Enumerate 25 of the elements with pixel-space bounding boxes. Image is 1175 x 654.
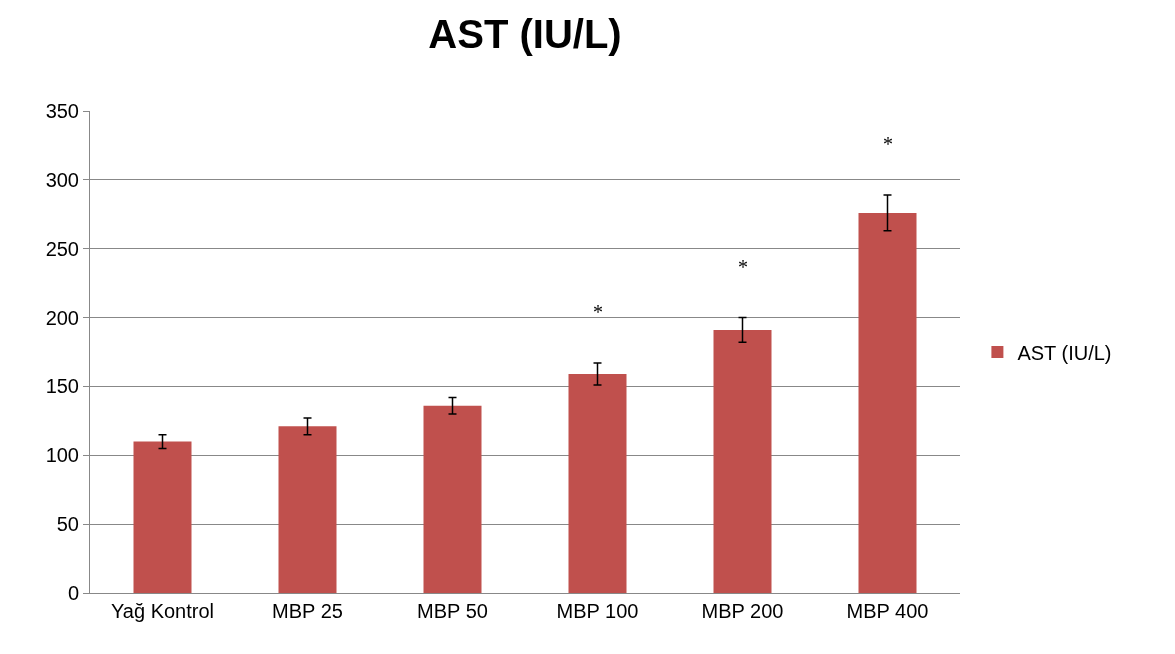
y-tick-label: 350 (45, 100, 79, 122)
chart-title: AST (IU/L) (428, 11, 622, 56)
y-tick-label: 200 (45, 306, 79, 329)
y-tick-label: 50 (56, 513, 79, 536)
legend-label: AST (IU/L) (1017, 341, 1112, 364)
bar (858, 212, 917, 593)
x-tick-label: MBP 400 (846, 600, 929, 622)
x-tick-label: Yağ Kontrol (110, 600, 215, 622)
x-tick-label: MBP 100 (556, 600, 639, 622)
y-tick-label: 300 (45, 168, 79, 191)
data-label: * (593, 301, 603, 323)
y-tick-label: 0 (67, 582, 79, 604)
bar (133, 441, 192, 593)
bar (423, 405, 482, 593)
x-tick-label: MBP 200 (701, 600, 784, 622)
bar (278, 426, 337, 593)
x-tick-label: MBP 50 (417, 600, 488, 622)
x-tick-label: MBP 25 (272, 600, 343, 622)
y-tick-label: 100 (45, 444, 79, 467)
data-label: * (883, 133, 893, 155)
y-tick-label: 150 (45, 375, 79, 398)
bar (568, 374, 627, 593)
y-tick-label: 250 (45, 237, 79, 260)
data-label: * (738, 256, 748, 278)
bar (713, 329, 772, 593)
